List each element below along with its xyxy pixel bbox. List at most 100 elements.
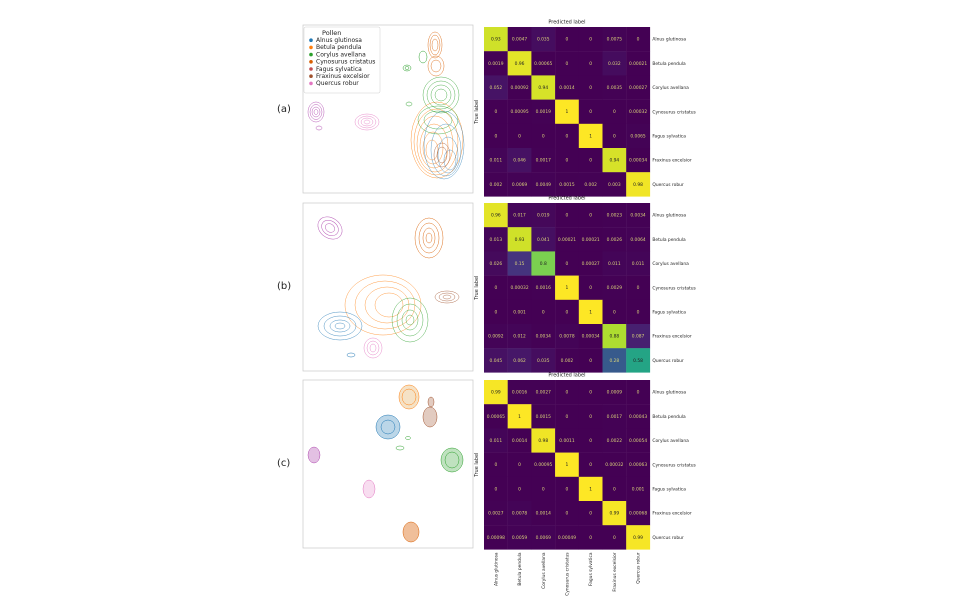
cell-value-label: 0.00027	[582, 261, 600, 267]
heatmap-cell	[484, 123, 508, 149]
heatmap-cell	[507, 27, 532, 52]
row-tick-label: Fraxinus excelsior	[652, 511, 691, 517]
cell-value-label: 0.00021	[582, 237, 600, 243]
heatmap-cell	[484, 275, 508, 300]
cell-value-label: 0.003	[608, 182, 621, 188]
cell-value-label: 0.00034	[629, 158, 647, 164]
heatmap-cell	[578, 275, 603, 300]
heatmap-cell	[555, 452, 579, 477]
cell-value-label: 0	[589, 158, 592, 164]
confusion-matrix-c: Predicted label True label 0.99 0.0016 0.002…	[474, 373, 697, 596]
heatmap-cell	[578, 227, 603, 252]
cell-value-label: 0.00021	[558, 237, 576, 243]
heatmap-cell	[531, 299, 556, 325]
cell-value-label: 0.00068	[629, 511, 647, 517]
heatmap-cell	[578, 525, 603, 550]
cell-value-label: 0	[637, 309, 640, 315]
heatmap-cell	[484, 75, 508, 100]
heatmap-cell	[602, 525, 627, 550]
cell-value-label: 0.0078	[512, 511, 528, 517]
heatmap-cell	[578, 27, 603, 52]
heatmap-cell	[484, 148, 508, 173]
heatmap-cell	[555, 324, 579, 349]
heatmap-cell	[531, 51, 556, 76]
cell-value-label: 0	[542, 133, 545, 139]
cell-value-label: 0.052	[490, 85, 503, 91]
cell-value-label: 0.0029	[607, 285, 623, 291]
heatmap-cell	[507, 324, 532, 349]
heatmap-cell	[578, 404, 603, 429]
cell-value-label: 0.0034	[630, 213, 646, 219]
row-tick-label: Cynosurus cristatus	[652, 109, 696, 115]
cell-value-label: 0.035	[537, 358, 550, 364]
legend-marker	[309, 38, 313, 42]
heatmap-cell	[602, 123, 627, 149]
cell-value-label: 0.00032	[605, 462, 623, 468]
heatmap-cell	[484, 476, 508, 502]
heatmap-cell	[626, 428, 651, 453]
xlabel: Predicted label	[548, 373, 585, 379]
row-tick-label: Fraxinus excelsior	[652, 334, 691, 340]
legend-entry: Alnus glutinosa	[316, 37, 362, 44]
heatmap-cell	[507, 404, 532, 429]
heatmap-cell	[484, 380, 508, 405]
heatmap-cell	[484, 203, 508, 228]
heatmap-cell	[602, 452, 627, 477]
legend-marker	[309, 52, 313, 57]
heatmap-cell	[626, 172, 651, 197]
heatmap-cell	[578, 476, 603, 502]
heatmap-cell	[626, 324, 651, 349]
heatmap-cell	[555, 348, 579, 373]
legend-entry: Fraxinus excelsior	[316, 73, 370, 80]
heatmap-cell	[507, 525, 532, 550]
heatmap-cell	[531, 123, 556, 149]
cell-value-label: 0.017	[513, 213, 526, 219]
cell-value-label: 0	[566, 133, 569, 139]
ylabel: True label	[474, 453, 480, 478]
cell-value-label: 0	[518, 462, 521, 468]
heatmap-cell	[626, 348, 651, 373]
heatmap-cell	[555, 380, 579, 405]
cell-value-label: 0	[589, 213, 592, 219]
cell-value-label: 0.001	[632, 486, 645, 492]
cell-value-label: 0.026	[490, 261, 503, 267]
cell-value-label: 0.00063	[629, 462, 647, 468]
cell-value-label: 0	[566, 61, 569, 67]
cell-value-label: 0	[637, 37, 640, 43]
heatmap-cell	[507, 380, 532, 405]
legend-marker	[309, 74, 313, 78]
cell-value-label: 0	[637, 285, 640, 291]
cell-value-label: 0.00065	[487, 414, 505, 420]
cell-value-label: 0.0047	[512, 37, 528, 43]
heatmap-cell	[531, 275, 556, 300]
cell-value-label: 0.0017	[536, 158, 552, 164]
cell-value-label: 0	[542, 309, 545, 315]
cell-value-label: 0	[566, 511, 569, 517]
heatmap-cell	[507, 501, 532, 526]
cell-value-label: 0.011	[608, 261, 621, 267]
legend-entry: Fagus sylvatica	[316, 66, 362, 73]
cell-value-label: 0.98	[633, 182, 643, 188]
heatmap-cell	[555, 275, 579, 300]
heatmap-cell	[578, 99, 603, 124]
heatmap-cell	[484, 251, 508, 276]
cell-value-label: 0	[589, 61, 592, 67]
legend-marker	[309, 81, 313, 86]
cell-value-label: 0.062	[513, 358, 526, 364]
col-tick-label: Cynosurus cristatus	[564, 552, 570, 596]
cell-value-label: 0.0027	[488, 511, 504, 517]
cell-value-label: 0.0064	[630, 237, 646, 243]
cell-value-label: 0	[589, 535, 592, 541]
heatmap-cell	[484, 404, 508, 429]
heatmap-cell	[578, 452, 603, 477]
row-tick-label: Betula pendula	[652, 414, 686, 420]
heatmap-cell	[507, 123, 532, 149]
heatmap-cell	[555, 404, 579, 429]
heatmap-cell	[626, 51, 651, 76]
cell-value-label: 0.002	[490, 182, 503, 188]
cell-value-label: 1	[518, 414, 521, 420]
cell-value-label: 0	[566, 158, 569, 164]
heatmap-cell	[484, 227, 508, 252]
heatmap-cell	[555, 251, 579, 276]
